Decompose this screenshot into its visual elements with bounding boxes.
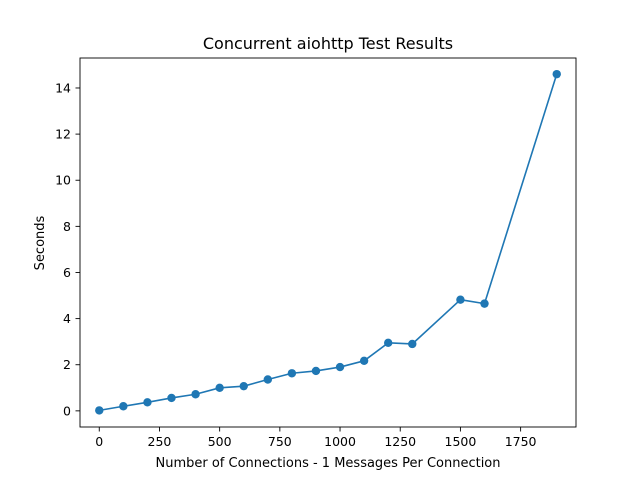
y-tick-label: 2 (63, 357, 71, 372)
y-tick-label: 10 (55, 173, 71, 188)
x-tick-label: 1000 (324, 434, 356, 449)
data-point (408, 339, 417, 349)
x-axis-label: Number of Connections - 1 Messages Per C… (156, 456, 501, 471)
x-tick-label: 1750 (505, 434, 537, 449)
data-point (335, 362, 345, 372)
data-point (239, 381, 248, 391)
data-point (215, 383, 224, 392)
data-point (95, 406, 104, 415)
data-point (119, 402, 128, 411)
y-axis-label: Seconds (33, 215, 48, 270)
data-point (263, 375, 273, 384)
data-point (552, 69, 561, 79)
x-tick-label: 250 (148, 434, 172, 449)
y-tick-label: 0 (63, 403, 71, 418)
y-tick-label: 14 (55, 80, 71, 95)
y-tick-label: 12 (55, 127, 71, 142)
data-point (287, 369, 297, 378)
data-point (311, 366, 321, 376)
y-tick-label: 8 (63, 219, 71, 234)
x-tick-label: 1250 (384, 434, 416, 449)
data-point (383, 338, 393, 348)
plot-frame (79, 57, 577, 428)
chart-title: Concurrent aiohttp Test Results (203, 34, 453, 53)
x-tick-label: 750 (268, 434, 292, 449)
y-tick-label: 4 (63, 311, 71, 326)
x-tick-label: 0 (95, 434, 103, 449)
series-line (99, 73, 558, 412)
data-point (480, 299, 489, 308)
plot-area: 0 250 500 750 1000 1250 1500 1750 0 2 4 6 8 10 12 14 (55, 57, 577, 449)
x-tick-label: 500 (208, 434, 232, 449)
data-point (167, 393, 176, 403)
data-point (191, 390, 200, 399)
data-point (143, 398, 152, 407)
x-tick-label: 1500 (445, 434, 477, 449)
y-tick-label: 6 (63, 265, 71, 280)
data-point (456, 295, 465, 304)
data-point (359, 356, 369, 366)
